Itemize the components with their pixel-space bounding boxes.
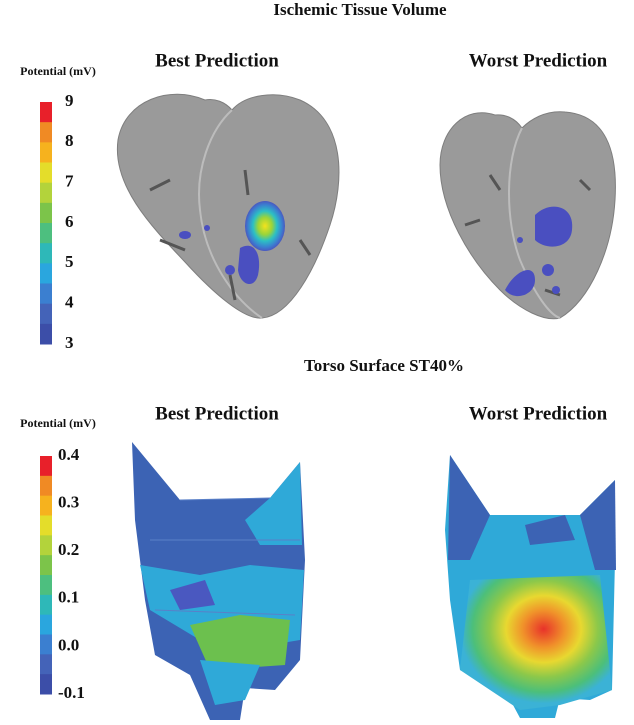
panel-title: Torso Surface ST40%: [304, 356, 464, 375]
subtitle: Worst Prediction: [469, 50, 608, 71]
figure: Ischemic Tissue Volume Best Prediction W…: [0, 0, 634, 725]
panel-title: Ischemic Tissue Volume: [273, 0, 447, 19]
colorbar-segment: [40, 163, 52, 184]
colorbar-tick-label: 5: [65, 252, 74, 271]
colorbar-segment: [40, 516, 52, 536]
subtitle: Best Prediction: [155, 403, 279, 424]
colorbar-tick-label: 0.2: [58, 540, 79, 559]
heart-best: [117, 94, 339, 318]
colorbar-tick-label: 6: [65, 212, 74, 231]
torso-best: [132, 442, 305, 720]
colorbar-segment: [40, 674, 52, 694]
colorbar-segment: [40, 243, 52, 264]
colorbar-segment: [40, 183, 52, 204]
colorbar-segment: [40, 263, 52, 284]
colorbar-segment: [40, 635, 52, 655]
colorbar-segment: [40, 324, 52, 345]
heart-worst: [440, 112, 615, 319]
colorbar-segment: [40, 595, 52, 615]
colorbar-tick-label: 3: [65, 333, 74, 352]
colorbar-segment: [40, 223, 52, 244]
colorbar-tick-label: 0.1: [58, 588, 79, 607]
colorbar-segment: [40, 476, 52, 496]
colorbar-segment: [40, 284, 52, 305]
colorbar-segment: [40, 575, 52, 595]
colorbar-tick-label: -0.1: [58, 683, 85, 702]
colorbar-segment: [40, 496, 52, 516]
colorbar-segment: [40, 203, 52, 224]
colorbar-tick-label: 4: [65, 293, 74, 312]
torso-worst: [445, 455, 616, 718]
colorbar-tick-label: 7: [65, 172, 74, 191]
colorbar-segment: [40, 122, 52, 143]
colorbar-tick-label: 0.0: [58, 635, 79, 654]
colorbar-segment: [40, 102, 52, 123]
colorbar-segment: [40, 304, 52, 325]
colorbar-segment: [40, 615, 52, 635]
colorbar-segment: [40, 456, 52, 476]
colorbar-tick-label: 0.3: [58, 493, 79, 512]
colorbar: 0.4 0.3 0.2 0.1 0.0 -0.1: [40, 445, 85, 702]
colorbar-tick-label: 9: [65, 91, 74, 110]
subtitle: Worst Prediction: [469, 403, 608, 424]
colorbar-segment: [40, 654, 52, 674]
colorbar-segment: [40, 535, 52, 555]
colorbar-label: Potential (mV): [20, 416, 96, 430]
colorbar-segment: [40, 142, 52, 163]
colorbar: 9 8 7 6 5 4 3: [40, 91, 74, 352]
colorbar-tick-label: 8: [65, 131, 74, 150]
colorbar-segment: [40, 555, 52, 575]
colorbar-label: Potential (mV): [20, 64, 96, 78]
colorbar-tick-label: 0.4: [58, 445, 80, 464]
subtitle: Best Prediction: [155, 50, 279, 71]
